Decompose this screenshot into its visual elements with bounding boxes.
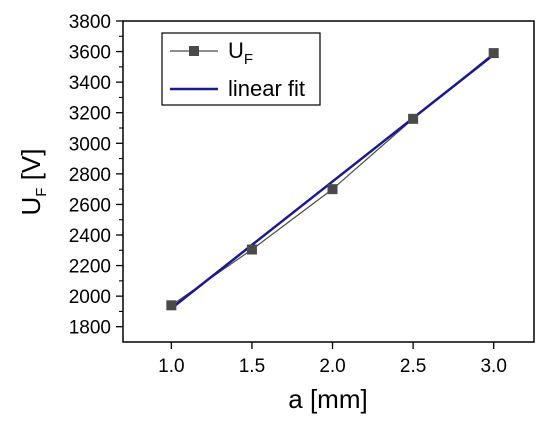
x-tick-label: 1.0 bbox=[158, 356, 184, 377]
series-uf-point bbox=[488, 48, 499, 59]
y-tick-label: 2600 bbox=[69, 195, 111, 216]
y-tick-label: 2400 bbox=[69, 226, 111, 247]
legend-uf-label: UF bbox=[228, 38, 253, 68]
y-axis-label-unit: [V] bbox=[16, 149, 46, 188]
x-tick-label: 1.5 bbox=[239, 356, 265, 377]
y-axis-label-main: U bbox=[16, 197, 46, 216]
x-axis-label: a [mm] bbox=[288, 384, 367, 414]
y-tick-label: 2000 bbox=[69, 287, 111, 308]
y-tick-label: 3600 bbox=[69, 43, 111, 64]
legend-uf-label-main: U bbox=[228, 38, 244, 63]
series-uf-point bbox=[246, 244, 257, 255]
plot-frame bbox=[122, 20, 535, 343]
y-tick-label: 3000 bbox=[69, 134, 111, 155]
y-tick-label: 1800 bbox=[69, 318, 111, 339]
x-tick-label: 3.0 bbox=[480, 356, 506, 377]
legend: UF linear fit bbox=[161, 32, 321, 106]
y-axis-label-subscript: F bbox=[33, 188, 50, 197]
x-tick-label: 2.0 bbox=[319, 356, 345, 377]
x-tick-label: 2.5 bbox=[400, 356, 426, 377]
y-tick-label: 2200 bbox=[69, 257, 111, 278]
legend-fit-label: linear fit bbox=[228, 76, 305, 101]
series-uf-point bbox=[166, 300, 177, 311]
y-tick-label: 3400 bbox=[69, 73, 111, 94]
legend-box bbox=[161, 32, 321, 106]
legend-uf-label-subscript: F bbox=[244, 51, 253, 68]
series-uf-point bbox=[327, 184, 338, 195]
x-axis-ticks: 1.0 1.5 2.0 2.5 3.0 bbox=[158, 342, 507, 377]
series-fit-line bbox=[170, 53, 495, 310]
legend-uf-marker bbox=[189, 46, 199, 56]
y-axis-ticks: 1800 2000 2200 2400 2600 2800 3000 3200 3400 3600… bbox=[69, 12, 123, 339]
y-tick-label: 3800 bbox=[69, 12, 111, 33]
series-layer bbox=[166, 48, 499, 311]
series-uf-point bbox=[408, 113, 419, 124]
y-tick-label: 3200 bbox=[69, 104, 111, 125]
y-tick-label: 2800 bbox=[69, 165, 111, 186]
y-axis-label: UF [V] bbox=[16, 149, 50, 216]
